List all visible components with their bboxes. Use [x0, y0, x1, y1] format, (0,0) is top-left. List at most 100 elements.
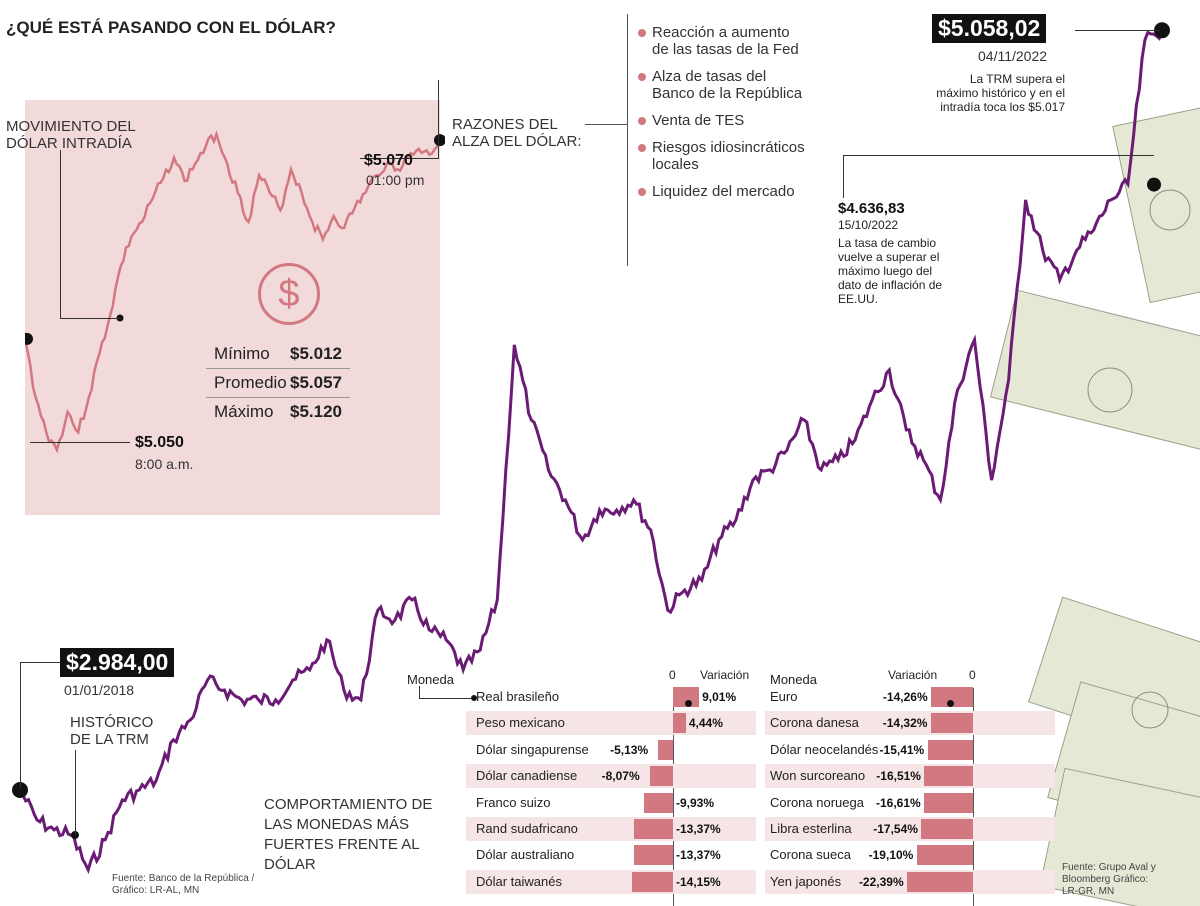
row-background — [765, 764, 1055, 789]
variation-bar — [649, 766, 673, 787]
start-value-badge: $2.984,00 — [60, 648, 175, 677]
variation-bar — [631, 871, 673, 892]
intraday-end-time: 01:00 pm — [366, 172, 425, 188]
variation-value: -13,37% — [676, 822, 721, 836]
variation-value: -19,10% — [868, 848, 914, 863]
max-date: 04/11/2022 — [978, 48, 1048, 64]
max-note: La TRM supera el máximo histórico y en e… — [936, 72, 1065, 114]
dollar-coin-icon: $ — [258, 263, 320, 325]
variacion-header: Variación — [700, 668, 750, 682]
bars-title: COMPORTAMIENTO DE LAS MONEDAS MÁS FUERTE… — [264, 796, 433, 873]
row-background — [466, 869, 756, 894]
variation-value: -9,93% — [676, 795, 715, 810]
variation-bar — [906, 871, 973, 892]
row-background — [466, 817, 756, 841]
row-background — [765, 817, 1055, 841]
variation-bar — [924, 766, 973, 787]
variation-value: -5,13% — [610, 742, 649, 757]
variacion-header: Variación — [888, 668, 938, 682]
stat-label: Máximo — [214, 402, 274, 421]
variation-value: -14,26% — [882, 690, 928, 704]
zero-axis — [673, 688, 674, 906]
variation-value: -17,54% — [873, 822, 918, 836]
annotation-point — [1154, 22, 1170, 39]
variation-bar — [634, 819, 673, 839]
intraday-start-time: 8:00 a.m. — [135, 456, 194, 472]
variation-value: -22,39% — [858, 874, 904, 889]
currency-name: Dólar neocelandés — [770, 741, 879, 757]
currency-name: Peso mexicano — [476, 715, 565, 731]
stat-value: $5.057 — [290, 373, 342, 392]
variation-bar — [927, 739, 973, 760]
row-background — [466, 711, 756, 736]
stat-row: Promedio $5.057 — [206, 369, 350, 398]
reason-item: Liquidez del mercado — [638, 183, 808, 200]
variation-bar — [644, 792, 673, 813]
annotation-point — [12, 782, 28, 798]
currency-name: Won surcoreano — [770, 768, 866, 784]
reason-item: Alza de tasas del Banco de la República — [638, 68, 808, 102]
trm-title-leader — [75, 750, 76, 835]
currency-name: Euro — [770, 689, 798, 704]
start-trm-leader — [20, 662, 61, 788]
oct-value: $4.636,83 — [838, 200, 905, 217]
zero-label: 0 — [969, 668, 976, 682]
reason-item: Venta de TES — [638, 112, 808, 129]
variation-value: 4,44% — [688, 716, 723, 731]
intraday-leader-line — [60, 150, 121, 319]
intraday-start-value: $5.050 — [135, 434, 184, 451]
moneda-header: Moneda — [407, 672, 454, 687]
intraday-end-value: $5.070 — [364, 152, 413, 169]
currency-name: Corona sueca — [770, 847, 851, 863]
max-value-badge: $5.058,02 — [932, 14, 1047, 43]
variation-value: -14,15% — [676, 874, 721, 889]
reasons-connector — [585, 124, 627, 125]
currency-name: Corona danesa — [770, 715, 859, 731]
intraday-area-bg — [25, 100, 440, 515]
currency-name: Franco suizo — [476, 794, 551, 810]
stat-label: Mínimo — [214, 344, 270, 363]
stat-row: Máximo $5.120 — [206, 398, 350, 426]
currency-name: Dólar australiano — [476, 847, 575, 863]
variation-value: -16,51% — [876, 769, 921, 784]
bar-dot — [685, 700, 692, 707]
currency-name: Rand sudafricano — [476, 821, 578, 836]
currency-name: Libra esterlina — [770, 821, 852, 836]
bars-source: Fuente: Grupo Aval y Bloomberg Gráfico: … — [1062, 862, 1156, 897]
trm-series-line — [18, 29, 1164, 875]
trm-title: HISTÓRICO DE LA TRM — [70, 714, 154, 748]
reasons-list: Reacción a aumento de las tasas de la Fe… — [627, 14, 808, 266]
variation-value: -15,41% — [879, 742, 925, 757]
moneda-header: Moneda — [770, 672, 817, 687]
annotation-point — [1147, 177, 1161, 192]
variation-bar — [916, 845, 973, 866]
max-leader — [1075, 30, 1160, 31]
end-leader — [360, 80, 439, 159]
variation-bar — [921, 819, 973, 839]
variation-bar — [930, 687, 973, 707]
variation-bar — [658, 739, 673, 760]
start-date: 01/01/2018 — [64, 682, 135, 698]
variation-value: -8,07% — [601, 769, 640, 784]
start-leader — [30, 442, 130, 443]
variation-bar — [634, 845, 673, 866]
zero-label: 0 — [669, 668, 676, 682]
intraday-series-line — [25, 130, 442, 454]
leader-dot — [471, 695, 477, 701]
variation-bar — [673, 713, 686, 734]
trm-source: Fuente: Banco de la República / Gráfico:… — [112, 873, 255, 896]
bar-dot — [947, 700, 954, 707]
variation-bar — [930, 713, 973, 734]
reason-item: Reacción a aumento de las tasas de la Fe… — [638, 24, 808, 58]
variation-bar — [673, 687, 700, 707]
intraday-title: MOVIMIENTO DEL DÓLAR INTRADÍA — [6, 118, 136, 152]
oct-date: 15/10/2022 — [838, 218, 899, 232]
row-background — [466, 764, 756, 789]
zero-axis — [973, 688, 974, 906]
moneda-leader — [419, 686, 475, 699]
currency-name: Dólar taiwanés — [476, 873, 562, 889]
currency-name: Yen japonés — [770, 873, 842, 889]
reason-item: Riesgos idiosincráticos locales — [638, 139, 808, 173]
row-background — [765, 711, 1055, 736]
